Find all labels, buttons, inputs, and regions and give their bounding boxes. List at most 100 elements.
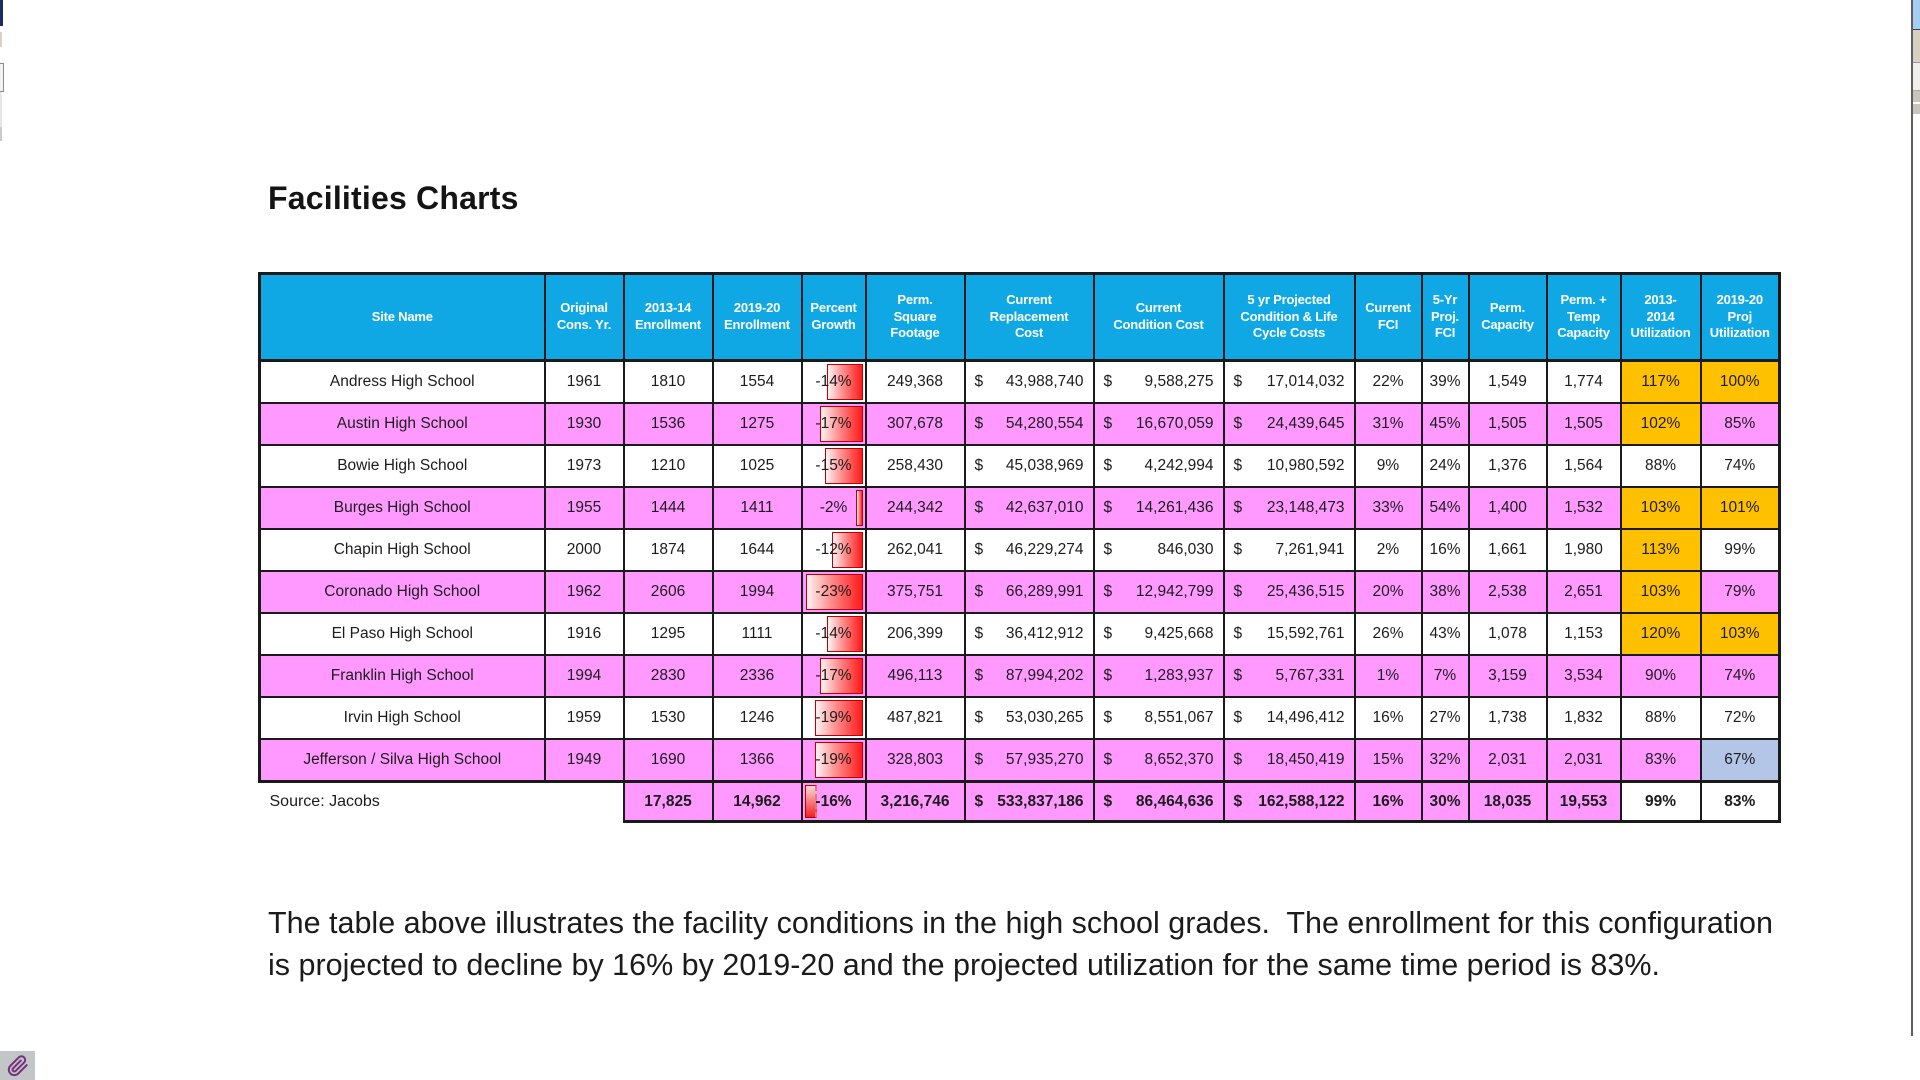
currency-cell: $57,935,270 [970, 751, 1089, 769]
cell-enr_2013: 1690 [622, 738, 714, 783]
cell-fci: 2% [1353, 528, 1423, 572]
window-edge-segment [1913, 91, 1920, 104]
currency-cell: $15,592,761 [1229, 625, 1350, 643]
table-row: Coronado High School 1962 2606 1994 -23% 375,… [258, 570, 1781, 614]
currency-symbol: $ [974, 415, 984, 432]
table-row: Chapin High School 2000 1874 1644 -12% 262,04… [258, 528, 1781, 572]
currency-symbol: $ [1103, 709, 1113, 726]
cell-cons_yr: 1916 [543, 612, 625, 656]
cell-condition_cost: $8,652,370 [1092, 738, 1225, 783]
growth-value: -12% [815, 541, 852, 558]
cell-condition_cost: $8,551,067 [1092, 696, 1225, 740]
cell-growth: -17% [800, 402, 867, 446]
currency-symbol: $ [1233, 751, 1243, 768]
currency-amount: 66,289,991 [1005, 583, 1084, 600]
cell-enr_2013: 1444 [622, 486, 714, 530]
window-edge-segment [1913, 63, 1920, 91]
cell-sqft: 258,430 [864, 444, 966, 488]
growth-data-bar [805, 574, 863, 610]
cell-util_2019: 74% [1699, 654, 1781, 698]
currency-symbol: $ [1103, 583, 1113, 600]
currency-amount: 53,030,265 [1005, 709, 1084, 726]
cell-replacement_cost: $42,637,010 [963, 486, 1095, 530]
currency-cell: $87,994,202 [970, 667, 1089, 685]
cell-perm_capacity: 1,661 [1467, 528, 1548, 572]
growth-data-bar [826, 364, 863, 400]
cell-five_yr_cost: $5,767,331 [1222, 654, 1356, 698]
cell-five_yr_cost: $24,439,645 [1222, 402, 1356, 446]
cell-cons_yr: 1930 [543, 402, 625, 446]
cell-cons_yr: 1955 [543, 486, 625, 530]
currency-cell: $5,767,331 [1229, 667, 1350, 685]
currency-cell: $86,464,636 [1099, 793, 1219, 811]
cell-replacement_cost: $57,935,270 [963, 738, 1095, 783]
growth-value: -19% [815, 709, 852, 726]
cell-condition_cost: $4,242,994 [1092, 444, 1225, 488]
currency-cell: $42,637,010 [970, 499, 1089, 517]
currency-symbol: $ [1103, 457, 1113, 474]
cell-name: Irvin High School [258, 696, 546, 740]
cell-perm_temp_capacity: 1,564 [1545, 444, 1622, 488]
currency-symbol: $ [974, 625, 984, 642]
cell-condition_cost: $86,464,636 [1092, 780, 1225, 823]
currency-cell: $24,439,645 [1229, 415, 1350, 433]
page-title: Facilities Charts [268, 180, 519, 216]
cell-five_yr_cost: $7,261,941 [1222, 528, 1356, 572]
currency-cell: $18,450,419 [1229, 751, 1350, 769]
cell-util_2019: 74% [1699, 444, 1781, 488]
attachment-button[interactable] [0, 1051, 35, 1080]
cell-sqft: 487,821 [864, 696, 966, 740]
cell-perm_capacity: 1,505 [1467, 402, 1548, 446]
cell-enr_2013: 17,825 [622, 780, 714, 823]
currency-cell: $36,412,912 [970, 625, 1089, 643]
cell-sqft: 206,399 [864, 612, 966, 656]
cell-name: Bowie High School [258, 444, 546, 488]
currency-symbol: $ [1233, 667, 1243, 684]
cell-util_2013: 90% [1619, 654, 1702, 698]
table-row: Andress High School 1961 1810 1554 -14% 249,3… [258, 359, 1781, 404]
currency-amount: 17,014,032 [1266, 373, 1345, 390]
cell-enr_2019: 14,962 [711, 780, 803, 823]
cell-sqft: 496,113 [864, 654, 966, 698]
currency-symbol: $ [1103, 751, 1113, 768]
cell-condition_cost: $9,425,668 [1092, 612, 1225, 656]
background-window-edge[interactable] [1911, 0, 1920, 1036]
cell-perm_temp_capacity: 1,774 [1545, 359, 1622, 404]
cell-name: Coronado High School [258, 570, 546, 614]
cell-enr_2013: 1874 [622, 528, 714, 572]
cell-five_yr_cost: $15,592,761 [1222, 612, 1356, 656]
cell-name: El Paso High School [258, 612, 546, 656]
currency-cell: $45,038,969 [970, 457, 1089, 475]
cell-util_2019: 79% [1699, 570, 1781, 614]
cell-util_2013: 113% [1619, 528, 1702, 572]
growth-data-bar [819, 406, 863, 442]
cell-growth: -23% [800, 570, 867, 614]
cell-perm_capacity: 1,400 [1467, 486, 1548, 530]
cell-enr_2013: 1210 [622, 444, 714, 488]
currency-cell: $23,148,473 [1229, 499, 1350, 517]
currency-cell: $9,425,668 [1099, 625, 1219, 643]
currency-symbol: $ [1233, 499, 1243, 516]
currency-cell: $846,030 [1099, 541, 1219, 559]
currency-cell: $10,980,592 [1229, 457, 1350, 475]
cell-perm_temp_capacity: 1,980 [1545, 528, 1622, 572]
cell-growth: -14% [800, 359, 867, 404]
cell-sqft: 262,041 [864, 528, 966, 572]
currency-cell: $9,588,275 [1099, 373, 1219, 391]
column-header-original-cons-yr: Original Cons. Yr. [543, 272, 625, 362]
currency-amount: 162,588,122 [1258, 792, 1345, 810]
currency-amount: 8,652,370 [1144, 751, 1214, 768]
currency-symbol: $ [974, 373, 984, 390]
growth-data-bar [831, 532, 863, 568]
cell-replacement_cost: $45,038,969 [963, 444, 1095, 488]
currency-symbol: $ [1233, 625, 1243, 642]
cell-growth: -17% [800, 654, 867, 698]
currency-amount: 9,425,668 [1144, 625, 1214, 642]
left-window-sliver [0, 127, 2, 141]
currency-cell: $533,837,186 [970, 793, 1089, 811]
currency-symbol: $ [1103, 373, 1113, 390]
cell-condition_cost: $846,030 [1092, 528, 1225, 572]
growth-data-bar [814, 700, 863, 736]
currency-cell: $8,551,067 [1099, 709, 1219, 727]
table-row: Jefferson / Silva High School 1949 1690 136… [258, 738, 1781, 783]
